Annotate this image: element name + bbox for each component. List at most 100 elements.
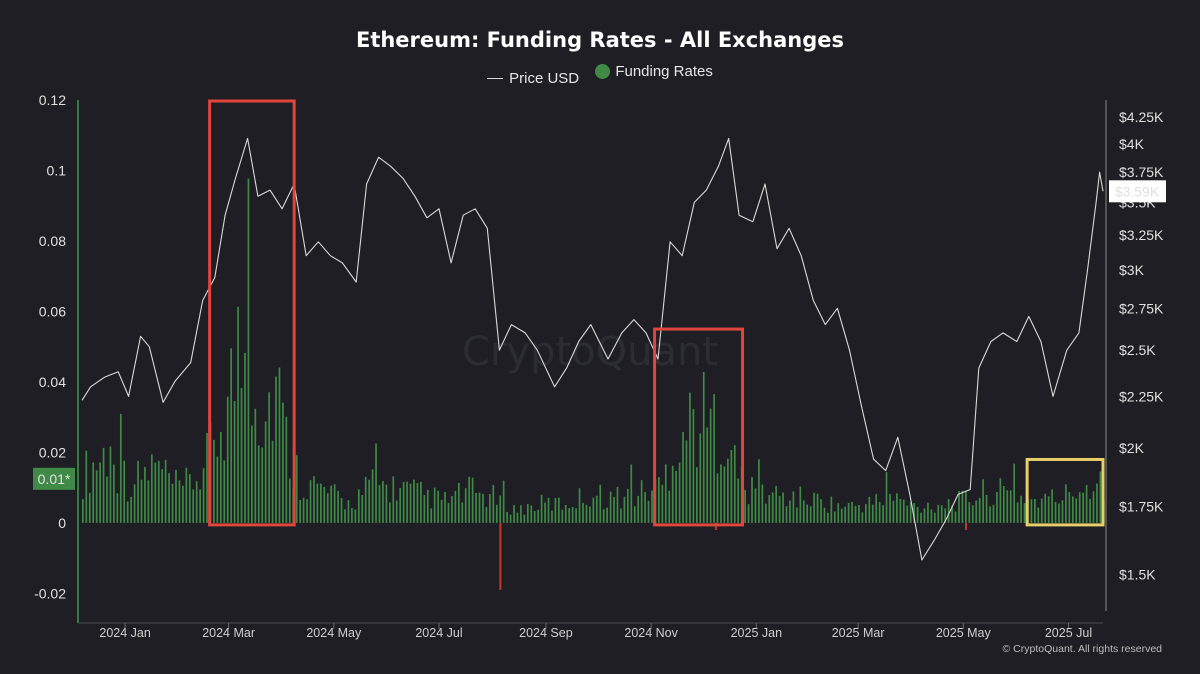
funding-bar (323, 486, 326, 523)
funding-bar (1058, 503, 1060, 523)
funding-bar (278, 367, 281, 523)
funding-bar (264, 421, 267, 523)
funding-bar (571, 507, 574, 523)
funding-bar (575, 508, 577, 523)
funding-bar (961, 490, 964, 523)
funding-bar (540, 494, 543, 523)
funding-bar (992, 504, 995, 523)
funding-bar (489, 494, 491, 523)
funding-bar (157, 460, 160, 523)
x-tick-label-8: 2025 May (936, 626, 992, 640)
funding-bar (720, 464, 722, 523)
left-tick-label-2: 0.08 (39, 233, 66, 249)
funding-bar (244, 352, 246, 523)
funding-bar (506, 511, 508, 523)
funding-bar (944, 508, 947, 523)
funding-bar (475, 492, 477, 523)
x-tick-label-2: 2024 May (306, 626, 362, 640)
funding-bar (1006, 490, 1009, 523)
funding-bar (702, 372, 705, 523)
funding-bar (502, 480, 505, 523)
funding-bar (175, 469, 177, 523)
funding-bar (1061, 500, 1064, 523)
funding-bar (595, 495, 598, 523)
funding-bar (716, 473, 719, 523)
funding-bar (1020, 495, 1022, 523)
funding-bar (171, 483, 174, 523)
funding-bar (337, 490, 339, 523)
funding-bar (758, 459, 760, 523)
funding-bar (658, 477, 660, 523)
funding-bar (1002, 485, 1005, 523)
funding-dot-swatch (595, 64, 611, 79)
funding-bar (88, 492, 91, 523)
funding-bar (858, 505, 860, 523)
funding-bar (206, 432, 208, 523)
funding-bar (530, 505, 533, 523)
funding-bar (896, 493, 898, 523)
funding-bar (927, 502, 929, 523)
funding-bar (150, 454, 153, 523)
funding-bar (240, 388, 243, 523)
funding-bar (399, 487, 402, 523)
funding-bar (416, 483, 419, 523)
funding-bar (792, 491, 795, 523)
funding-bar (833, 511, 836, 523)
funding-bar (761, 484, 764, 523)
funding-bar (1089, 498, 1091, 523)
funding-bar (95, 470, 98, 523)
legend-item-price[interactable]: Price USD (487, 70, 579, 87)
funding-bar (533, 511, 536, 523)
x-tick-label-3: 2024 Jul (415, 626, 462, 640)
funding-bar (1065, 484, 1067, 523)
right-tick-label-4: $3.25K (1119, 227, 1164, 243)
funding-bar (744, 489, 746, 523)
funding-bar (923, 508, 926, 523)
left-tick-label-1: 0.1 (47, 162, 67, 178)
funding-bar (295, 455, 298, 523)
funding-bar (820, 499, 822, 523)
funding-bar (985, 495, 988, 523)
funding-bar (537, 509, 540, 523)
funding-bar (306, 499, 308, 523)
funding-bar (713, 394, 715, 523)
funding-bar (1013, 463, 1016, 523)
funding-bar (513, 505, 515, 523)
legend-item-funding[interactable]: Funding Rates (595, 63, 713, 80)
funding-bar (854, 505, 857, 523)
chart-legend: Price USD Funding Rates (0, 63, 1200, 87)
funding-bar (871, 504, 874, 523)
funding-bar (299, 499, 302, 523)
funding-bar (727, 458, 729, 523)
funding-bar (909, 501, 912, 523)
funding-bar (451, 496, 453, 523)
right-tick-label-1: $4K (1119, 136, 1145, 152)
funding-bar (789, 500, 791, 523)
funding-bar (899, 498, 902, 523)
legend-label-funding: Funding Rates (615, 63, 713, 80)
funding-bar (344, 509, 346, 523)
funding-bar (357, 489, 360, 523)
funding-bar (933, 512, 936, 523)
funding-bar (1068, 492, 1071, 523)
funding-bar (499, 495, 502, 523)
funding-bar (775, 485, 778, 523)
funding-bar (185, 467, 188, 523)
funding-bar (678, 462, 681, 523)
funding-bar (326, 493, 329, 523)
funding-bar (951, 505, 953, 523)
funding-bar (409, 483, 412, 523)
funding-bar (330, 485, 333, 523)
funding-bar (733, 445, 736, 523)
highlight-box-0 (208, 99, 296, 527)
funding-bar (847, 502, 850, 523)
funding-bar (195, 481, 198, 523)
funding-bar (809, 506, 812, 523)
funding-bar (426, 489, 429, 523)
funding-bar (461, 502, 464, 523)
funding-bar (1040, 498, 1043, 523)
funding-bar (585, 504, 588, 523)
funding-value-marker: 0.01* (38, 471, 71, 487)
funding-bar (592, 497, 595, 523)
right-tick-label-8: $2.25K (1119, 388, 1164, 404)
